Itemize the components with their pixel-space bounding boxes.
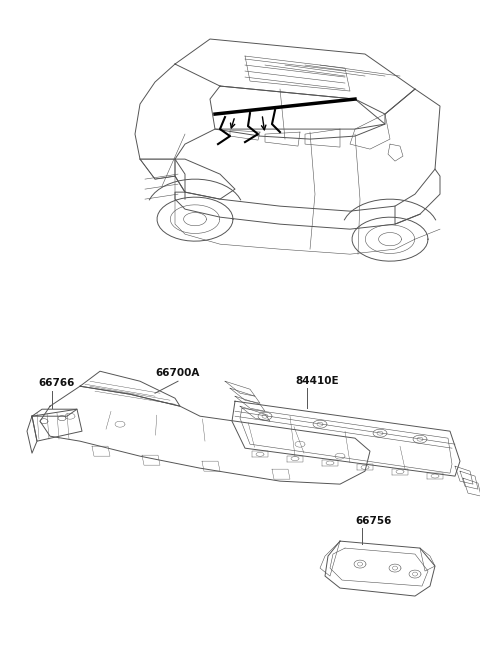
Text: 84410E: 84410E xyxy=(295,376,338,386)
Text: 66700A: 66700A xyxy=(155,368,199,379)
Text: 66756: 66756 xyxy=(355,516,391,526)
Text: 66766: 66766 xyxy=(38,379,74,388)
